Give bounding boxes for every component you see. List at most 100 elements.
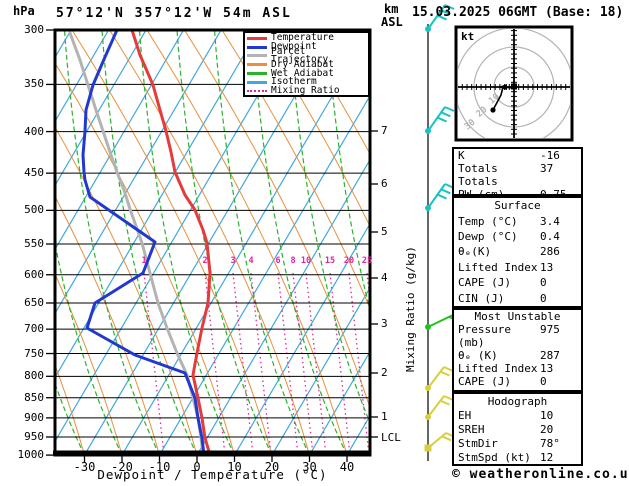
row-value: -16 [540, 149, 560, 162]
dewpoint-curve [81, 31, 206, 454]
legend-label: Dewpoint [271, 41, 317, 53]
row-label: K [458, 149, 465, 162]
mixing-ratio-value-label: 8 [290, 256, 296, 266]
sounding-curves [68, 31, 212, 454]
hodograph-unit-label: kt [461, 30, 475, 43]
mixing-ratio-value-label: 3 [230, 256, 236, 266]
skewt-background-lines [56, 31, 369, 454]
row-label: CIN (J) [458, 291, 505, 305]
km-tick-label: 2 [381, 366, 388, 379]
axis-ticks [46, 29, 378, 462]
temp-tick-label: -20 [111, 460, 133, 474]
row-label: Totals Totals [458, 162, 498, 188]
row-label: Lifted Index [458, 260, 538, 274]
legend-swatch [247, 80, 267, 84]
pressure-tick-label: 900 [24, 410, 44, 424]
mixing-ratio-value-label: 2 [202, 256, 208, 266]
table-row: CAPE (J) 0 [454, 276, 581, 289]
table-row: Dewp (°C) 0.4 [454, 230, 581, 243]
km-tick-label: 1 [381, 410, 388, 423]
table-row: Lifted Index 13 [454, 362, 581, 375]
wind-barb-column [424, 4, 465, 461]
asl-axis-unit-label: ASL [381, 15, 403, 29]
pressure-tick-label: 400 [24, 124, 44, 138]
row-value: 10 [540, 408, 554, 422]
run-datetime-label: 15.03.2025 06GMT (Base: 18) [412, 5, 624, 20]
pressure-tick-label: 350 [24, 77, 44, 91]
row-value: 20 [540, 422, 554, 436]
legend-swatch [247, 36, 267, 40]
table-title: Most Unstable [474, 310, 561, 323]
row-value: 3.4 [540, 214, 560, 228]
legend-swatch [247, 90, 267, 93]
km-tick-label: 6 [381, 177, 388, 190]
row-label: SREH [458, 422, 485, 436]
most-unstable-table: Most Unstable Pressure (mb) 975 θₑ (K) 287 Li… [452, 308, 583, 401]
wind-barb [425, 395, 454, 420]
km-tick-label: 7 [381, 124, 388, 137]
row-value: 0 [540, 375, 547, 388]
mixing-ratio-value-label: 20 [343, 256, 355, 266]
legend-item: Wet Adiabat [247, 68, 368, 78]
pressure-tick-label: 450 [24, 166, 44, 180]
hodograph-table: Hodograph EH 10 SREH 20 StmDir 78° StmSpd (kt) 1… [452, 392, 583, 466]
row-value: 13 [540, 362, 554, 375]
table-row: Pressure (mb) 975 [454, 323, 581, 349]
km-axis-unit-label: km [384, 2, 399, 16]
row-label: StmDir [458, 436, 498, 450]
row-label: Dewp (°C) [458, 230, 518, 244]
mixing-ratio-value-label: 6 [275, 256, 281, 266]
km-tick-label: 3 [381, 317, 388, 330]
pressure-tick-label: 550 [24, 237, 44, 250]
table-row: K -16 [454, 149, 581, 162]
table-row: StmDir 78° [454, 437, 581, 450]
temp-tick-label: -10 [148, 460, 171, 474]
isotherm-lines [56, 31, 369, 454]
stability-indices-table: K -16 Totals Totals 37 PW (cm) 0.75 [452, 147, 583, 201]
x-axis-label: Dewpoint / Temperature (°C) [97, 467, 328, 482]
temp-tick-label: 20 [264, 460, 280, 474]
legend-item: Mixing Ratio [247, 86, 368, 96]
surface-table: Surface Temp (°C) 3.4 Dewp (°C) 0.4 θₑ(K) 286 L… [452, 196, 583, 308]
km-tick-label: 4 [381, 271, 388, 284]
wind-barb [424, 432, 456, 452]
temp-tick-label: 40 [339, 460, 355, 474]
legend-item: Isotherm [247, 77, 368, 87]
legend-label: Dry Adiabat [271, 58, 334, 70]
temperature-curve [130, 31, 212, 454]
row-label: CAPE (J) [458, 375, 511, 388]
legend-swatch [247, 54, 267, 58]
temp-tick-label: 30 [302, 460, 317, 474]
legend: Temperature Dewpoint Parcel Trajectory Dry … [243, 31, 370, 97]
row-label: EH [458, 408, 472, 422]
legend-item: Temperature [247, 32, 368, 44]
pressure-tick-label: 800 [24, 369, 44, 383]
hodograph-trace [492, 86, 514, 111]
table-title: Hodograph [487, 394, 548, 408]
row-value: 12 [540, 450, 554, 464]
row-label: StmSpd (kt) [458, 450, 531, 464]
row-value: 287 [540, 349, 560, 362]
mixing-ratio-value-label: 10 [300, 256, 312, 266]
pressure-tick-label: 750 [24, 346, 44, 360]
table-row: SREH 20 [454, 423, 581, 436]
wind-barb [425, 4, 455, 32]
row-value: 13 [540, 260, 554, 274]
legend-label: Temperature [271, 32, 334, 44]
row-value: 286 [540, 245, 560, 259]
table-title: Surface [494, 199, 541, 213]
pressure-tick-label: 600 [24, 267, 44, 281]
legend-item: Dewpoint [247, 41, 368, 53]
row-value: 37 [540, 162, 554, 175]
mixing-ratio-value-label: 1 [141, 256, 147, 266]
table-row: θₑ (K) 287 [454, 349, 581, 362]
row-label: θₑ (K) [458, 349, 498, 362]
row-value: 0.4 [540, 230, 560, 244]
pressure-tick-label: 650 [24, 295, 44, 309]
pressure-tick-label: 300 [24, 23, 44, 36]
row-value: 78° [540, 436, 560, 450]
km-tick-label: 5 [381, 225, 388, 238]
pressure-tick-label: 1000 [17, 448, 45, 462]
